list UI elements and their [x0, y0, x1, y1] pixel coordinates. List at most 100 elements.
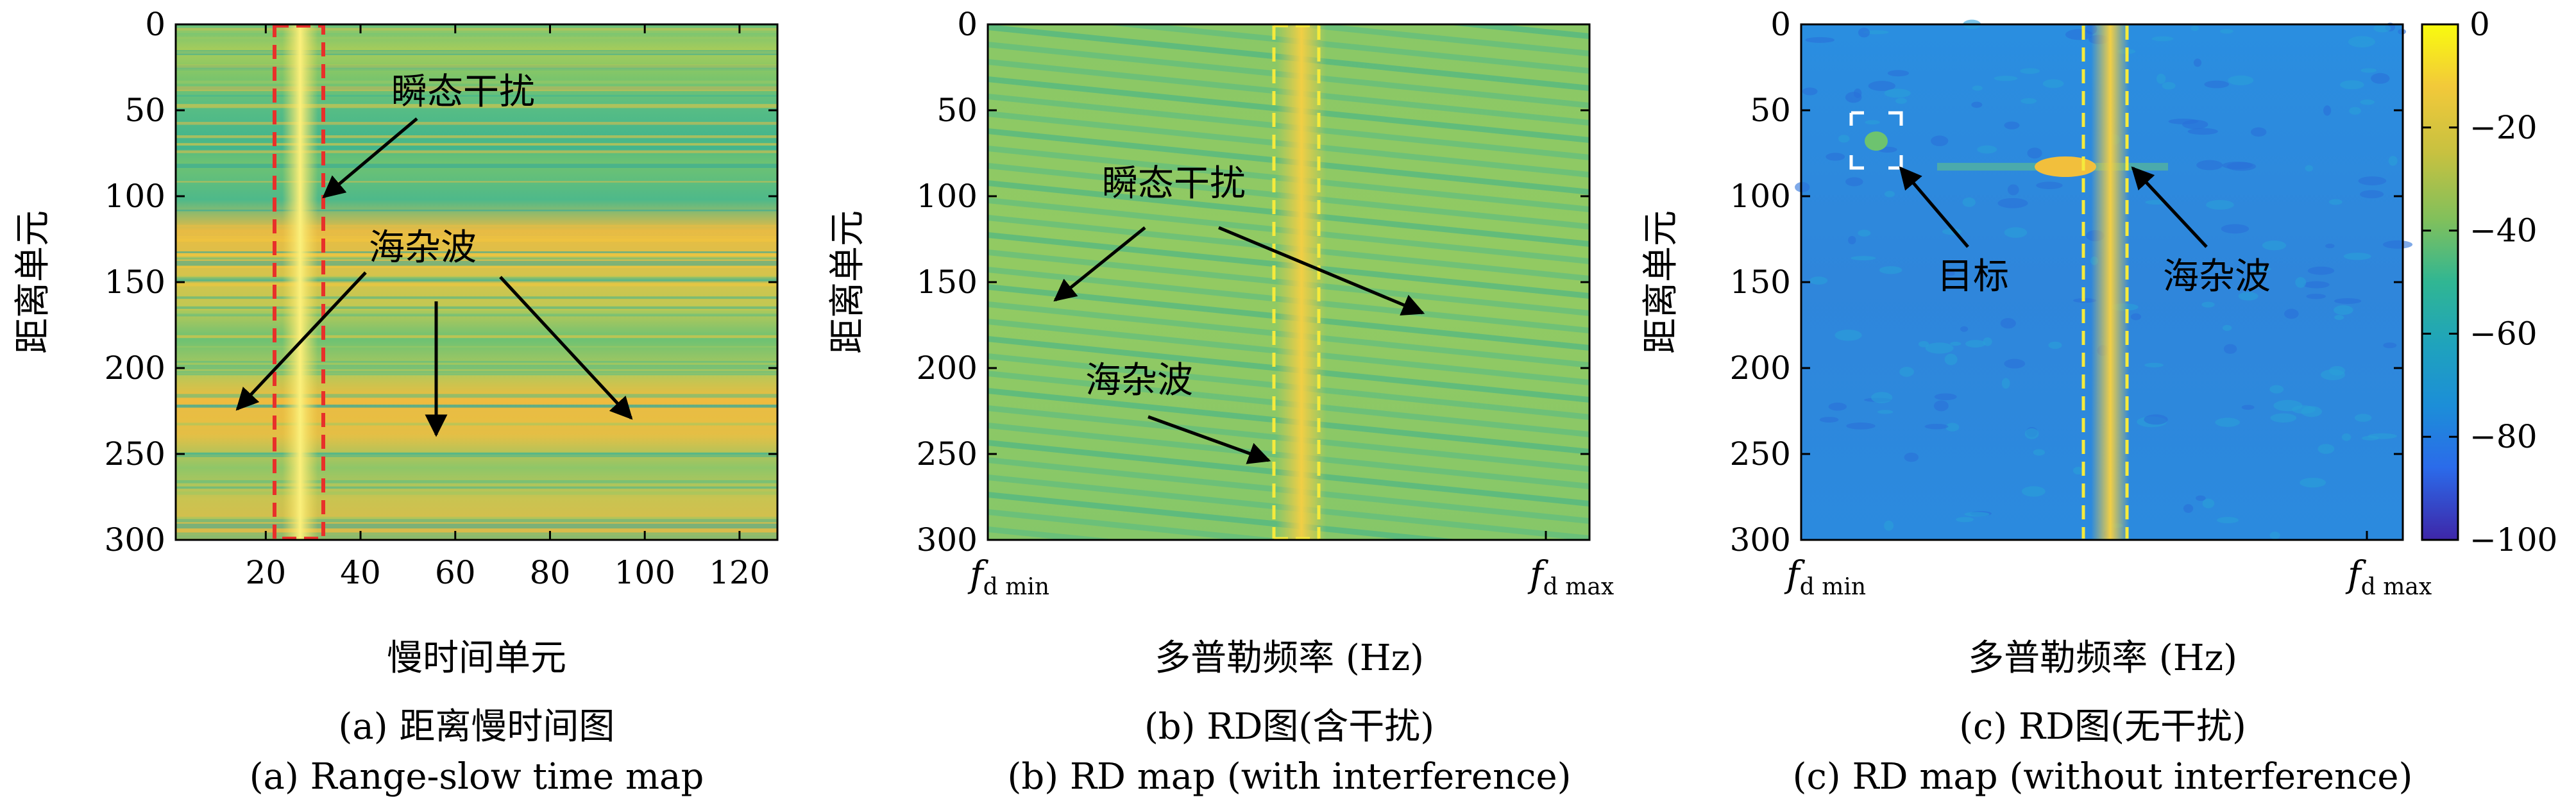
texture-noise [2250, 127, 2267, 137]
texture-noise [2024, 428, 2039, 439]
x-label-b: 多普勒频率 (Hz) [1155, 637, 1424, 679]
x-tick-label: 100 [614, 554, 675, 591]
arrow-clutter-a-1 [235, 271, 367, 411]
colorbar-tick-label: −20 [2470, 109, 2538, 146]
texture-noise [1868, 81, 1896, 91]
y-tick-label: 200 [1730, 349, 1791, 387]
caption-en-b: (b) RD map (with interference) [1008, 756, 1572, 798]
texture-noise [2306, 294, 2326, 299]
texture-noise [2321, 369, 2346, 381]
streaks-a [176, 28, 777, 539]
texture-noise [2222, 324, 2232, 332]
texture-noise [2251, 267, 2271, 272]
texture-noise [1845, 177, 1863, 187]
x-label-c: 多普勒频率 (Hz) [1968, 637, 2237, 679]
texture-noise [2269, 385, 2284, 394]
texture-noise [2222, 162, 2253, 169]
texture-noise [2042, 79, 2064, 88]
texture-noise [2072, 467, 2083, 475]
texture-streak [176, 28, 777, 33]
texture-streak [176, 523, 777, 529]
x-ticks-b: fd min fd max [967, 531, 1614, 600]
texture-streak [176, 394, 777, 398]
texture-noise [2162, 81, 2176, 90]
texture-streak [176, 135, 777, 139]
texture-stripe [988, 578, 1589, 645]
texture-noise [1805, 37, 1835, 43]
noise-c [1795, 19, 2413, 539]
texture-streak [176, 281, 777, 287]
texture-noise [1977, 145, 1997, 154]
texture-noise [1956, 517, 1974, 523]
y-tick-label: 50 [124, 92, 165, 129]
y-tick-label: 200 [917, 349, 978, 387]
texture-noise [2187, 128, 2218, 135]
arrow-clutter-c [2131, 166, 2208, 248]
texture-streak [176, 363, 777, 365]
y-tick-label: 200 [105, 349, 165, 387]
texture-streak [176, 251, 777, 253]
y-tick-label: 50 [936, 92, 978, 129]
texture-noise [2340, 80, 2364, 90]
texture-noise [2065, 29, 2093, 40]
texture-noise [1865, 120, 1880, 125]
texture-noise [1994, 76, 2018, 81]
y-label-c: 距离单元 [1640, 210, 1682, 354]
texture-noise [2144, 414, 2168, 425]
colorbar-tick-label: 0 [2470, 6, 2490, 43]
arrow-interference-b-1 [1053, 226, 1146, 302]
texture-noise [1879, 266, 1902, 274]
colorbar-tick-label: −40 [2470, 212, 2538, 249]
y-tick-label: 100 [1730, 178, 1791, 215]
texture-noise [2007, 184, 2019, 196]
texture-streak [176, 209, 777, 212]
texture-stripe [988, 0, 1589, 22]
texture-stripe [1443, 24, 1589, 39]
texture-streak [176, 296, 777, 299]
texture-noise [2036, 181, 2063, 189]
texture-noise [2273, 399, 2303, 412]
texture-noise [2156, 73, 2166, 84]
texture-noise [2183, 504, 2194, 513]
y-tick-label: 150 [917, 264, 978, 301]
texture-noise [1960, 326, 1969, 332]
texture-noise [2269, 532, 2280, 539]
texture-streak [176, 364, 777, 370]
caption-zh-c: (c) RD图(无干扰) [1959, 706, 2246, 748]
texture-noise [2048, 341, 2062, 349]
texture-noise [1809, 276, 1828, 285]
texture-noise [2318, 444, 2335, 454]
y-label-a: 距离单元 [12, 210, 54, 354]
texture-noise [2219, 29, 2233, 34]
texture-noise [1931, 135, 1949, 147]
x-tick-label: 20 [246, 554, 287, 591]
texture-noise [2262, 240, 2287, 251]
texture-noise [2343, 253, 2371, 260]
colorbar-tick-label: −80 [2470, 418, 2538, 455]
texture-streak [176, 346, 777, 348]
x-ticks-c: fd min fd max [1784, 531, 2432, 600]
texture-noise [2371, 72, 2390, 84]
texture-streak [176, 256, 777, 260]
colorbar-tick-label: −60 [2470, 315, 2538, 352]
y-tick-label: 0 [957, 6, 978, 43]
anno-target-c: 目标 [1937, 256, 2009, 298]
texture-streak [176, 80, 777, 84]
texture-noise [1826, 153, 1845, 161]
y-tick-label: 100 [105, 178, 165, 215]
texture-noise [1895, 97, 1908, 105]
texture-noise [1884, 190, 1895, 197]
texture-noise [2305, 165, 2314, 172]
texture-streak [176, 94, 777, 97]
texture-noise [2334, 305, 2353, 315]
texture-noise [2004, 121, 2020, 130]
texture-noise [2383, 342, 2397, 349]
texture-noise [1858, 28, 1870, 38]
texture-noise [2004, 358, 2026, 369]
texture-noise [2359, 190, 2384, 199]
texture-noise [1962, 197, 1976, 207]
anno-interference-a: 瞬态干扰 [391, 71, 535, 113]
texture-noise [2334, 298, 2362, 305]
texture-noise [2284, 308, 2299, 319]
y-tick-label: 300 [105, 521, 165, 558]
